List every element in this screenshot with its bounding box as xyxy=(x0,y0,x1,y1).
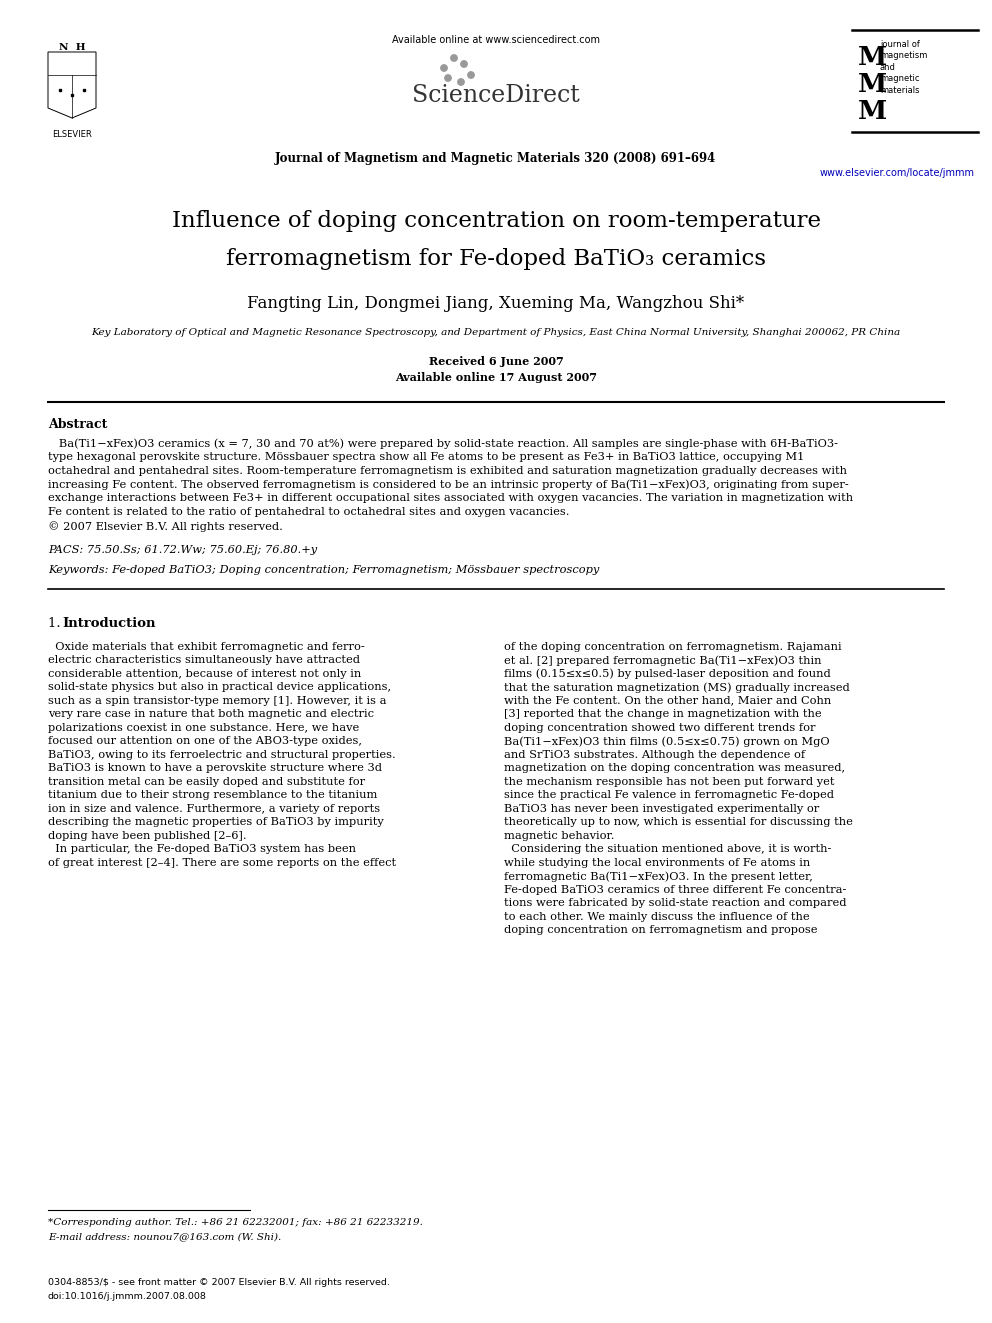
Text: type hexagonal perovskite structure. Mössbauer spectra show all Fe atoms to be p: type hexagonal perovskite structure. Mös… xyxy=(48,451,805,462)
Text: electric characteristics simultaneously have attracted: electric characteristics simultaneously … xyxy=(48,655,360,665)
Text: films (0.15≤x≤0.5) by pulsed-laser deposition and found: films (0.15≤x≤0.5) by pulsed-laser depos… xyxy=(504,668,830,679)
Text: of the doping concentration on ferromagnetism. Rajamani: of the doping concentration on ferromagn… xyxy=(504,642,841,652)
Text: M: M xyxy=(858,71,887,97)
Text: Available online at www.sciencedirect.com: Available online at www.sciencedirect.co… xyxy=(392,34,600,45)
Text: with the Fe content. On the other hand, Maier and Cohn: with the Fe content. On the other hand, … xyxy=(504,696,831,705)
Text: tions were fabricated by solid-state reaction and compared: tions were fabricated by solid-state rea… xyxy=(504,898,846,908)
Text: of great interest [2–4]. There are some reports on the effect: of great interest [2–4]. There are some … xyxy=(48,857,396,868)
Text: ELSEVIER: ELSEVIER xyxy=(53,130,92,139)
Text: Fe-doped BaTiO3 ceramics of three different Fe concentra-: Fe-doped BaTiO3 ceramics of three differ… xyxy=(504,885,846,894)
Text: magnetic behavior.: magnetic behavior. xyxy=(504,831,614,840)
Text: In particular, the Fe-doped BaTiO3 system has been: In particular, the Fe-doped BaTiO3 syste… xyxy=(48,844,356,855)
Text: while studying the local environments of Fe atoms in: while studying the local environments of… xyxy=(504,857,810,868)
Text: theoretically up to now, which is essential for discussing the: theoretically up to now, which is essent… xyxy=(504,818,853,827)
Text: polarizations coexist in one substance. Here, we have: polarizations coexist in one substance. … xyxy=(48,722,359,733)
Text: BaTiO3 is known to have a perovskite structure where 3d: BaTiO3 is known to have a perovskite str… xyxy=(48,763,382,773)
Text: PACS: 75.50.Ss; 61.72.Ww; 75.60.Ej; 76.80.+y: PACS: 75.50.Ss; 61.72.Ww; 75.60.Ej; 76.8… xyxy=(48,545,317,554)
Text: to each other. We mainly discuss the influence of the: to each other. We mainly discuss the inf… xyxy=(504,912,809,922)
Text: that the saturation magnetization (MS) gradually increased: that the saturation magnetization (MS) g… xyxy=(504,683,850,693)
Text: Fangting Lin, Dongmei Jiang, Xueming Ma, Wangzhou Shi*: Fangting Lin, Dongmei Jiang, Xueming Ma,… xyxy=(247,295,745,312)
Text: BaTiO3, owing to its ferroelectric and structural properties.: BaTiO3, owing to its ferroelectric and s… xyxy=(48,750,396,759)
Text: increasing Fe content. The observed ferromagnetism is considered to be an intrin: increasing Fe content. The observed ferr… xyxy=(48,479,849,490)
Text: Introduction: Introduction xyxy=(62,617,156,630)
Text: 0304-8853/$ - see front matter © 2007 Elsevier B.V. All rights reserved.: 0304-8853/$ - see front matter © 2007 El… xyxy=(48,1278,390,1287)
Text: doping have been published [2–6].: doping have been published [2–6]. xyxy=(48,831,247,840)
Text: Journal of Magnetism and Magnetic Materials 320 (2008) 691–694: Journal of Magnetism and Magnetic Materi… xyxy=(276,152,716,165)
Circle shape xyxy=(457,79,464,85)
Text: Oxide materials that exhibit ferromagnetic and ferro-: Oxide materials that exhibit ferromagnet… xyxy=(48,642,365,652)
Text: describing the magnetic properties of BaTiO3 by impurity: describing the magnetic properties of Ba… xyxy=(48,818,384,827)
Text: solid-state physics but also in practical device applications,: solid-state physics but also in practica… xyxy=(48,683,391,692)
Text: Influence of doping concentration on room-temperature: Influence of doping concentration on roo… xyxy=(172,210,820,232)
Text: since the practical Fe valence in ferromagnetic Fe-doped: since the practical Fe valence in ferrom… xyxy=(504,790,834,800)
Text: ScienceDirect: ScienceDirect xyxy=(412,83,580,106)
Text: N  H: N H xyxy=(59,44,85,52)
Text: et al. [2] prepared ferromagnetic Ba(Ti1−xFex)O3 thin: et al. [2] prepared ferromagnetic Ba(Ti1… xyxy=(504,655,821,665)
Text: doi:10.1016/j.jmmm.2007.08.008: doi:10.1016/j.jmmm.2007.08.008 xyxy=(48,1293,207,1301)
Text: Ba(Ti1−xFex)O3 ceramics (x = 7, 30 and 70 at%) were prepared by solid-state reac: Ba(Ti1−xFex)O3 ceramics (x = 7, 30 and 7… xyxy=(48,438,838,448)
Text: www.elsevier.com/locate/jmmm: www.elsevier.com/locate/jmmm xyxy=(820,168,975,179)
Circle shape xyxy=(461,61,467,67)
Text: octahedral and pentahedral sites. Room-temperature ferromagnetism is exhibited a: octahedral and pentahedral sites. Room-t… xyxy=(48,466,847,475)
Text: Considering the situation mentioned above, it is worth-: Considering the situation mentioned abov… xyxy=(504,844,831,855)
Text: journal of
magnetism
and
magnetic
materials: journal of magnetism and magnetic materi… xyxy=(880,40,928,95)
Text: Abstract: Abstract xyxy=(48,418,107,431)
Text: titanium due to their strong resemblance to the titanium: titanium due to their strong resemblance… xyxy=(48,790,377,800)
Text: Available online 17 August 2007: Available online 17 August 2007 xyxy=(395,372,597,382)
Text: ion in size and valence. Furthermore, a variety of reports: ion in size and valence. Furthermore, a … xyxy=(48,803,380,814)
Text: Key Laboratory of Optical and Magnetic Resonance Spectroscopy, and Department of: Key Laboratory of Optical and Magnetic R… xyxy=(91,328,901,337)
Text: such as a spin transistor-type memory [1]. However, it is a: such as a spin transistor-type memory [1… xyxy=(48,696,387,705)
Text: Fe content is related to the ratio of pentahedral to octahedral sites and oxygen: Fe content is related to the ratio of pe… xyxy=(48,507,569,517)
Text: [3] reported that the change in magnetization with the: [3] reported that the change in magnetiz… xyxy=(504,709,821,720)
Text: © 2007 Elsevier B.V. All rights reserved.: © 2007 Elsevier B.V. All rights reserved… xyxy=(48,521,283,532)
Text: doping concentration showed two different trends for: doping concentration showed two differen… xyxy=(504,722,815,733)
Text: exchange interactions between Fe3+ in different occupational sites associated wi: exchange interactions between Fe3+ in di… xyxy=(48,493,853,503)
Text: considerable attention, because of interest not only in: considerable attention, because of inter… xyxy=(48,668,361,679)
Text: transition metal can be easily doped and substitute for: transition metal can be easily doped and… xyxy=(48,777,365,787)
Text: 1.: 1. xyxy=(48,617,69,630)
Text: Ba(Ti1−xFex)O3 thin films (0.5≤x≤0.75) grown on MgO: Ba(Ti1−xFex)O3 thin films (0.5≤x≤0.75) g… xyxy=(504,736,829,746)
Text: Received 6 June 2007: Received 6 June 2007 xyxy=(429,356,563,366)
Circle shape xyxy=(440,65,447,71)
Circle shape xyxy=(450,54,457,61)
Text: E-mail address: nounou7@163.com (W. Shi).: E-mail address: nounou7@163.com (W. Shi)… xyxy=(48,1232,282,1241)
Text: M: M xyxy=(858,45,887,70)
Text: focused our attention on one of the ABO3-type oxides,: focused our attention on one of the ABO3… xyxy=(48,736,362,746)
Circle shape xyxy=(444,75,451,81)
Text: and SrTiO3 substrates. Although the dependence of: and SrTiO3 substrates. Although the depe… xyxy=(504,750,806,759)
Text: BaTiO3 has never been investigated experimentally or: BaTiO3 has never been investigated exper… xyxy=(504,803,819,814)
Text: doping concentration on ferromagnetism and propose: doping concentration on ferromagnetism a… xyxy=(504,925,817,935)
Circle shape xyxy=(468,71,474,78)
Text: the mechanism responsible has not been put forward yet: the mechanism responsible has not been p… xyxy=(504,777,834,787)
Text: ferromagnetic Ba(Ti1−xFex)O3. In the present letter,: ferromagnetic Ba(Ti1−xFex)O3. In the pre… xyxy=(504,871,812,881)
Text: magnetization on the doping concentration was measured,: magnetization on the doping concentratio… xyxy=(504,763,845,773)
Text: ferromagnetism for Fe-doped BaTiO₃ ceramics: ferromagnetism for Fe-doped BaTiO₃ ceram… xyxy=(226,247,766,270)
Text: M: M xyxy=(858,99,887,124)
Text: very rare case in nature that both magnetic and electric: very rare case in nature that both magne… xyxy=(48,709,374,720)
Text: *Corresponding author. Tel.: +86 21 62232001; fax: +86 21 62233219.: *Corresponding author. Tel.: +86 21 6223… xyxy=(48,1218,423,1226)
Text: Keywords: Fe-doped BaTiO3; Doping concentration; Ferromagnetism; Mössbauer spect: Keywords: Fe-doped BaTiO3; Doping concen… xyxy=(48,565,599,574)
